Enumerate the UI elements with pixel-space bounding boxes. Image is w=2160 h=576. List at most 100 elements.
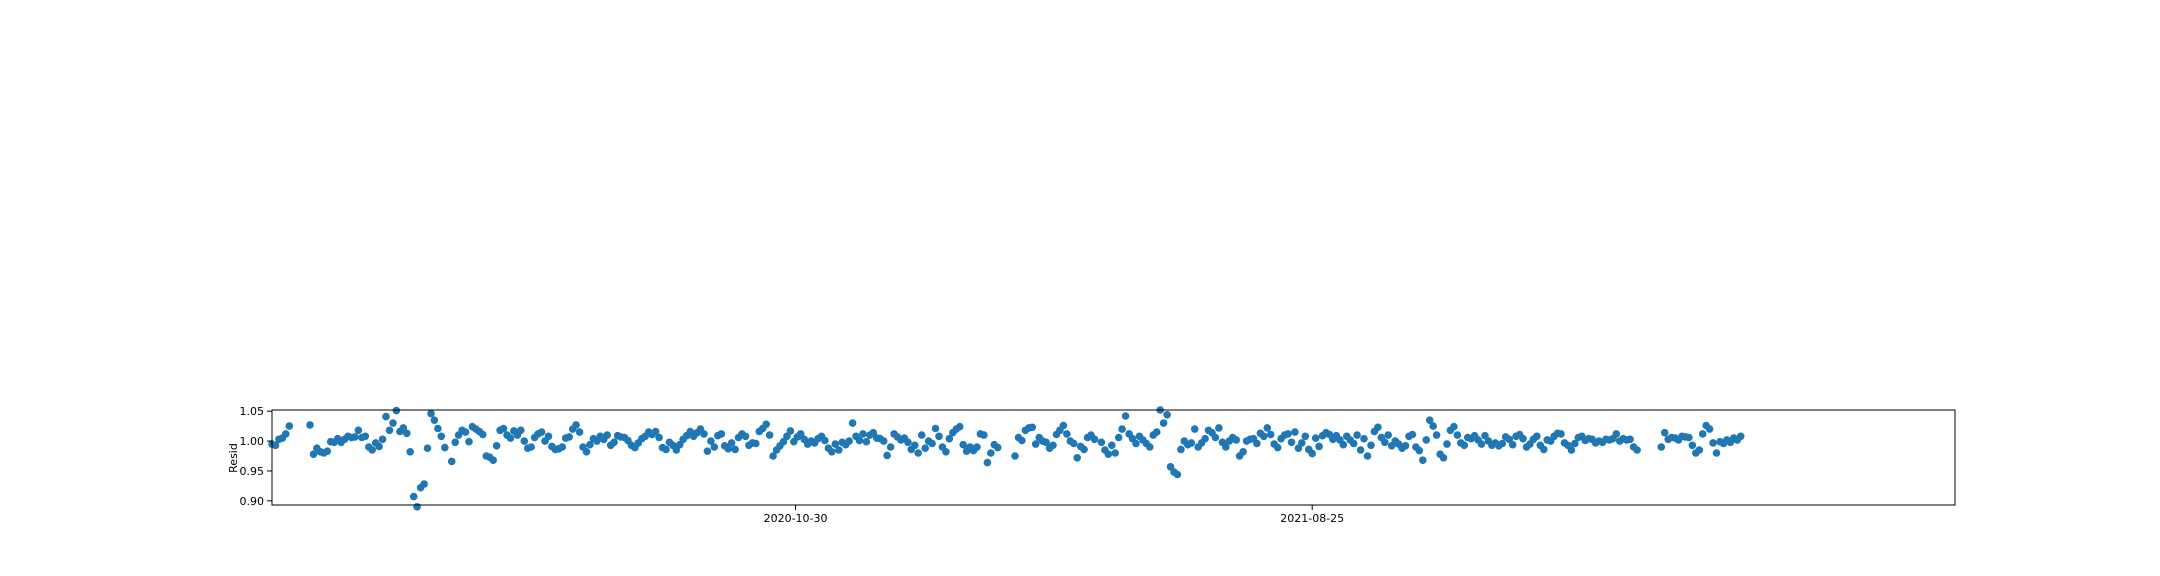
data-point xyxy=(904,438,912,447)
data-point xyxy=(1159,419,1168,427)
data-point xyxy=(1090,435,1099,444)
data-point xyxy=(413,503,421,511)
data-point xyxy=(544,432,553,441)
data-point xyxy=(420,480,428,488)
data-point xyxy=(1498,439,1507,448)
data-point xyxy=(285,422,294,430)
data-point xyxy=(1698,430,1707,438)
data-point xyxy=(1070,439,1078,448)
data-point xyxy=(572,421,580,429)
data-point xyxy=(1287,438,1296,447)
data-point xyxy=(703,447,712,456)
data-point xyxy=(479,430,487,439)
data-point xyxy=(1315,442,1323,451)
data-point xyxy=(724,445,732,453)
data-point xyxy=(828,448,836,456)
x-tick-label: 2021-08-25 xyxy=(1280,512,1344,525)
data-point xyxy=(1633,446,1641,454)
data-point xyxy=(914,449,922,457)
data-point xyxy=(434,424,442,433)
data-point xyxy=(520,437,529,445)
data-point xyxy=(1540,445,1548,454)
data-point xyxy=(1239,448,1247,456)
data-point xyxy=(1097,438,1106,447)
data-point xyxy=(859,430,867,438)
data-point xyxy=(945,434,954,443)
data-point xyxy=(1211,433,1220,442)
data-point xyxy=(1163,411,1171,419)
data-point xyxy=(1080,445,1088,454)
data-point xyxy=(1384,431,1392,439)
data-point xyxy=(769,452,777,460)
data-point xyxy=(1049,441,1057,450)
data-point xyxy=(1108,441,1116,450)
data-point xyxy=(935,432,943,441)
data-point xyxy=(1425,416,1434,425)
data-point xyxy=(848,419,857,427)
data-point xyxy=(1063,430,1071,438)
data-point xyxy=(717,430,726,438)
data-point xyxy=(655,433,663,442)
data-point xyxy=(403,429,411,438)
data-point xyxy=(835,446,843,454)
data-point xyxy=(406,448,415,456)
data-point xyxy=(741,432,750,441)
data-point xyxy=(928,439,936,448)
data-point xyxy=(1705,425,1714,433)
data-point xyxy=(1432,431,1441,439)
data-point xyxy=(1104,450,1113,459)
data-point xyxy=(527,443,535,451)
data-point xyxy=(765,431,774,439)
data-point xyxy=(796,430,805,438)
data-point xyxy=(917,431,926,439)
y-axis-label: Resid xyxy=(227,443,240,473)
data-point xyxy=(1401,442,1410,450)
data-point xyxy=(1215,424,1223,432)
data-point xyxy=(879,437,888,445)
data-point xyxy=(582,448,591,456)
data-point xyxy=(1685,433,1693,442)
data-point xyxy=(700,430,708,438)
data-point xyxy=(385,426,394,435)
data-point xyxy=(783,432,791,441)
data-point xyxy=(1381,438,1389,447)
data-point xyxy=(575,428,584,436)
data-point xyxy=(959,440,967,449)
data-point xyxy=(1253,439,1261,448)
data-point xyxy=(375,442,383,451)
data-point xyxy=(1415,446,1424,455)
data-point xyxy=(983,458,992,467)
data-point xyxy=(465,437,473,446)
data-point xyxy=(1308,449,1316,458)
data-point xyxy=(821,436,829,445)
data-point xyxy=(1173,470,1182,479)
data-point xyxy=(786,427,795,435)
y-tick-label: 1.05 xyxy=(240,405,265,418)
data-point xyxy=(517,426,525,435)
data-point xyxy=(886,443,895,451)
data-point xyxy=(1657,443,1666,451)
data-point xyxy=(676,440,684,449)
data-point xyxy=(1266,430,1275,439)
data-point xyxy=(309,450,318,459)
data-point xyxy=(942,448,950,456)
data-point xyxy=(1709,439,1717,447)
data-point xyxy=(1298,439,1306,447)
data-point xyxy=(1660,428,1669,437)
data-point xyxy=(451,438,460,447)
data-point xyxy=(1571,439,1579,448)
data-point xyxy=(707,437,715,445)
data-point xyxy=(779,437,788,446)
data-point xyxy=(392,406,401,415)
data-point xyxy=(1301,432,1310,441)
data-point xyxy=(1132,439,1140,448)
data-point xyxy=(499,424,508,433)
data-point xyxy=(1429,422,1437,430)
data-point xyxy=(1477,440,1486,448)
data-point xyxy=(1360,434,1368,443)
data-point xyxy=(1736,432,1745,441)
data-point xyxy=(1367,441,1375,450)
data-point xyxy=(382,412,390,421)
data-point xyxy=(1508,440,1517,449)
data-point xyxy=(427,409,435,418)
